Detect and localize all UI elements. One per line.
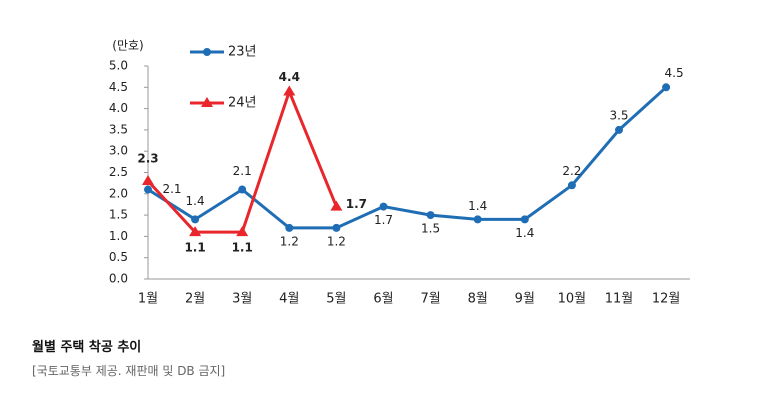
y-tick-label: 3.5	[109, 122, 128, 136]
legend-marker	[201, 97, 213, 107]
y-tick-label: 2.5	[109, 165, 128, 179]
y-tick-label: 1.0	[109, 229, 128, 243]
y-tick-label: 5.0	[109, 59, 128, 73]
x-tick-label: 5월	[326, 292, 346, 307]
x-tick-label: 4월	[279, 292, 299, 307]
data-label: 2.1	[162, 182, 181, 196]
point	[236, 226, 249, 237]
data-label: 4.4	[279, 70, 300, 84]
data-label: 1.4	[515, 226, 534, 240]
point	[379, 202, 388, 211]
point	[615, 125, 623, 134]
legend-label: 24년	[228, 96, 257, 111]
x-tick-label: 10월	[558, 292, 587, 307]
y-tick-label: 0.0	[109, 272, 128, 286]
x-tick-label: 11월	[605, 292, 634, 307]
x-tick-label: 6월	[373, 292, 393, 307]
legend-label: 23년	[228, 45, 257, 60]
data-label: 1.2	[280, 234, 299, 248]
data-label: 1.7	[374, 213, 393, 227]
y-tick-label: 1.5	[109, 208, 128, 222]
y-tick-label: 4.5	[109, 80, 128, 94]
y-tick-label: 2.0	[109, 186, 128, 200]
x-tick-label: 7월	[420, 292, 440, 307]
point	[191, 215, 200, 224]
y-tick-label: 0.5	[109, 250, 128, 264]
point	[189, 226, 202, 237]
x-tick-label: 2월	[185, 292, 205, 307]
point	[283, 85, 296, 96]
source: [국토교통부 제공. 재판매 및 DB 금지]	[32, 364, 226, 378]
point	[144, 185, 152, 194]
series-line	[147, 86, 668, 230]
x-tick-label: 12월	[652, 292, 681, 307]
point	[662, 83, 671, 92]
point	[473, 215, 482, 224]
point	[520, 215, 529, 224]
point	[142, 175, 154, 186]
data-label: 1.4	[186, 194, 205, 208]
point	[332, 223, 341, 232]
x-tick-label: 9월	[515, 292, 535, 307]
data-label: 1.7	[346, 197, 367, 211]
data-label: 1.5	[421, 222, 440, 236]
point	[567, 181, 576, 190]
series-line	[146, 87, 338, 234]
y-tick-label: 4.0	[109, 101, 128, 115]
data-label: 1.1	[232, 241, 253, 255]
x-tick-label: 1월	[138, 292, 158, 307]
legend-marker	[203, 48, 211, 56]
data-label: 3.5	[609, 108, 628, 122]
data-label: 4.5	[665, 66, 684, 80]
data-label: 1.4	[468, 199, 487, 213]
point	[426, 211, 435, 220]
x-tick-label: 3월	[232, 292, 252, 307]
point	[238, 185, 247, 194]
chart: (만호) 0.0 0.5 1.0 1.5 2.0 2.5 3.0 3.5 4.0 4.5 5.0 1월…	[109, 39, 690, 307]
y-tick-label: 3.0	[109, 144, 128, 158]
data-label: 2.3	[137, 152, 158, 166]
caption: 월별 주택 착공 추이	[32, 340, 142, 355]
point	[330, 200, 343, 211]
data-label: 2.2	[562, 164, 581, 178]
x-tick-label: 8월	[468, 292, 488, 307]
point	[285, 223, 294, 232]
data-label: 2.1	[233, 164, 252, 178]
data-label: 1.1	[184, 241, 205, 255]
y-axis-label: (만호)	[112, 39, 143, 53]
data-label: 1.2	[327, 234, 346, 248]
